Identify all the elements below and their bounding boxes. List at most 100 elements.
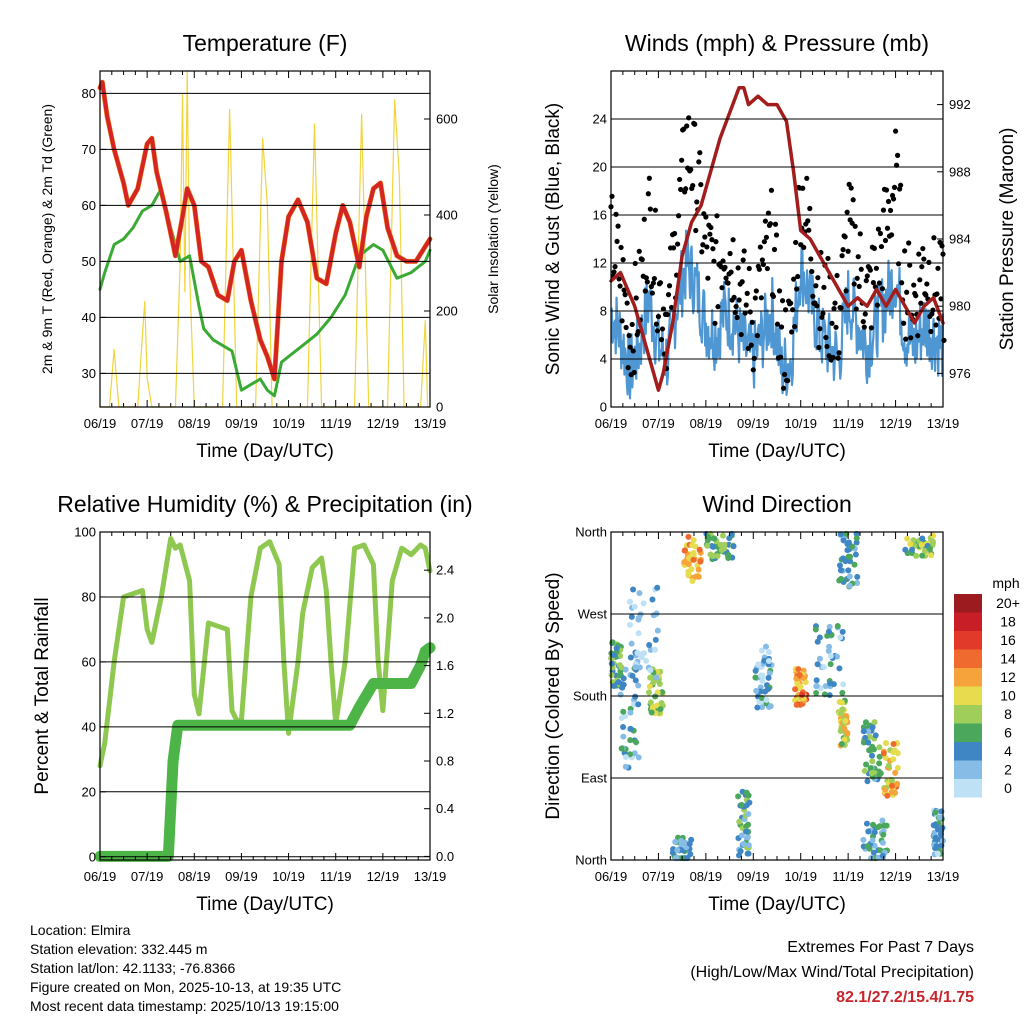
gust-dot xyxy=(683,186,689,192)
direction-dot xyxy=(761,657,768,664)
gust-dot xyxy=(762,218,768,224)
gust-dot xyxy=(824,343,830,350)
gust-dot xyxy=(702,234,708,240)
direction-dot xyxy=(852,551,859,558)
gust-dot xyxy=(735,265,741,271)
direction-dot xyxy=(890,756,897,763)
direction-dot xyxy=(620,733,627,740)
winds-y-tick-label: 16 xyxy=(593,208,607,223)
direction-dot xyxy=(622,754,629,761)
gust-dot xyxy=(894,152,901,158)
direction-dot xyxy=(860,739,867,746)
gust-dot xyxy=(808,256,814,262)
temperature-title: Temperature (F) xyxy=(183,30,348,56)
gust-dot xyxy=(923,292,929,298)
humidity-y-axis-label: Percent & Total Rainfall xyxy=(32,597,53,794)
gust-dot xyxy=(635,329,641,335)
gust-dot xyxy=(876,280,883,286)
direction-dot xyxy=(630,586,637,593)
direction-dot xyxy=(752,667,759,674)
direction-dot xyxy=(908,546,915,553)
gust-dot xyxy=(644,279,650,285)
colorbar-label: 8 xyxy=(1004,706,1012,722)
direction-dot xyxy=(841,725,848,732)
gust-dot xyxy=(781,371,788,378)
winds-x-axis-label: Time (Day/UTC) xyxy=(708,441,846,462)
gust-dot xyxy=(773,232,780,238)
direction-dot xyxy=(876,772,883,779)
direction-dot xyxy=(825,647,832,654)
winds-y2-tick-label: 992 xyxy=(949,97,971,112)
gust-dot xyxy=(838,305,844,311)
gust-dot xyxy=(636,248,642,254)
gust-dot xyxy=(806,227,812,233)
direction-dot xyxy=(620,708,627,715)
gust-dot xyxy=(624,300,630,306)
direction-dot xyxy=(864,843,871,850)
direction-dot xyxy=(838,740,845,747)
humidity-title: Relative Humidity (%) & Precipitation (i… xyxy=(57,491,472,517)
gust-dot xyxy=(892,128,899,134)
direction-dot xyxy=(846,582,853,589)
direction-dot xyxy=(763,643,770,650)
direction-dot xyxy=(640,600,647,607)
gust-dot xyxy=(928,328,934,335)
winds-x-tick-label: 12/19 xyxy=(879,416,912,431)
gust-dot xyxy=(698,181,704,188)
gust-dot xyxy=(686,115,692,121)
gust-dot xyxy=(727,250,733,257)
gust-dot xyxy=(753,288,759,294)
colorbar-label: 4 xyxy=(1004,743,1012,759)
temperature-y-tick-label: 30 xyxy=(82,366,96,381)
direction-dot xyxy=(919,535,926,542)
direction-dot xyxy=(617,652,624,659)
direction-dot xyxy=(746,799,753,806)
colorbar-swatch xyxy=(954,723,982,742)
direction-dot xyxy=(692,573,699,580)
direction-dot xyxy=(646,642,653,649)
gust-dot xyxy=(829,320,835,326)
gust-dot xyxy=(902,248,908,254)
direction-dot xyxy=(630,701,637,708)
direction-x-tick-label: 08/19 xyxy=(690,869,723,884)
gust-dot xyxy=(676,213,682,219)
direction-dot xyxy=(797,683,804,690)
gust-dot xyxy=(858,266,864,272)
gust-dot xyxy=(814,303,820,309)
temperature-y-tick-label: 50 xyxy=(82,254,96,269)
gust-dot xyxy=(622,292,628,298)
direction-dot xyxy=(834,623,841,630)
gust-dot xyxy=(931,235,937,241)
gust-dot xyxy=(895,261,902,267)
winds-y-tick-label: 12 xyxy=(593,256,607,271)
humidity-y2-tick-label: 1.2 xyxy=(436,706,454,721)
direction-dot xyxy=(792,686,799,693)
direction-dot xyxy=(869,724,876,731)
gust-dot xyxy=(612,264,618,270)
winds-y-tick-label: 8 xyxy=(600,304,607,319)
direction-dot xyxy=(862,734,869,741)
direction-dot xyxy=(867,765,874,772)
direction-dot xyxy=(827,653,834,660)
gust-dot xyxy=(901,320,907,326)
direction-dot xyxy=(646,683,653,690)
gust-dot xyxy=(770,293,777,300)
station-latlon: Station lat/lon: 42.1133; -76.8366 xyxy=(30,960,236,976)
direction-x-tick-label: 09/19 xyxy=(737,869,770,884)
gust-dot xyxy=(639,256,645,263)
gust-dot xyxy=(816,344,822,351)
gust-dot xyxy=(821,284,827,290)
direction-dot xyxy=(816,634,823,641)
gust-dot xyxy=(844,209,850,215)
gust-dot xyxy=(759,257,765,263)
direction-dot xyxy=(669,849,676,856)
gust-dot xyxy=(665,292,672,298)
gust-dot xyxy=(911,282,917,288)
direction-dot xyxy=(690,549,697,556)
direction-dot xyxy=(711,535,718,542)
winds-x-tick-label: 11/19 xyxy=(832,416,864,431)
direction-dot xyxy=(869,837,876,844)
winds-y2-tick-label: 980 xyxy=(949,299,971,314)
direction-dot xyxy=(842,558,849,565)
gust-dot xyxy=(677,176,683,183)
